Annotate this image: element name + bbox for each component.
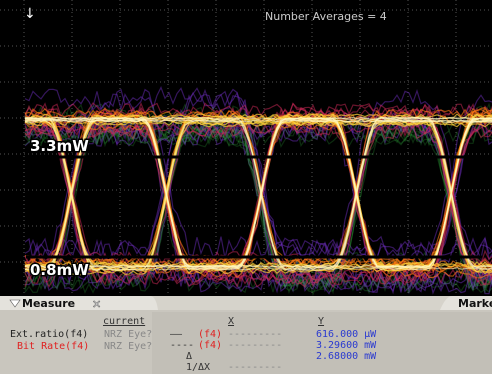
row-x: --------- [228, 362, 282, 373]
row-x: --------- [228, 329, 282, 340]
row-label: Δ [186, 351, 192, 362]
column-header: Y [318, 316, 324, 327]
tab-label: Measure [22, 297, 75, 310]
close-button[interactable]: ✕ [92, 298, 101, 311]
arrow: ↓ [24, 6, 36, 22]
marker-label: 0.8mW [30, 261, 89, 279]
measure-name: Bit Rate(f4) [17, 341, 89, 352]
row-source: (f4) [198, 329, 222, 340]
row-label: 1/ΔX [186, 362, 210, 373]
tab-label: Marke [458, 297, 492, 310]
measure-value: NRZ Eye? [104, 341, 152, 352]
page: ↓ Number Averages = 4 3.3mW 0.8mW Measur… [0, 0, 492, 374]
row-y: 2.68000 mW [316, 351, 377, 362]
row-label: ---- [170, 340, 194, 351]
column-header: current [103, 316, 145, 327]
title: Number Averages = 4 [265, 10, 387, 23]
row-x: --------- [228, 340, 282, 351]
column-header: X [228, 316, 234, 327]
row-y: 3.29600 mW [316, 340, 377, 351]
row-y: 616.000 µW [316, 329, 377, 340]
measure-value: NRZ Eye? [104, 329, 152, 340]
row-label: —— [170, 329, 183, 340]
scope-screen: ↓ Number Averages = 4 3.3mW 0.8mW Measur… [0, 0, 492, 374]
marker-label: 3.3mW [30, 137, 89, 155]
row-source: (f4) [198, 340, 222, 351]
measure-name: Ext.ratio(f4) [10, 329, 88, 340]
